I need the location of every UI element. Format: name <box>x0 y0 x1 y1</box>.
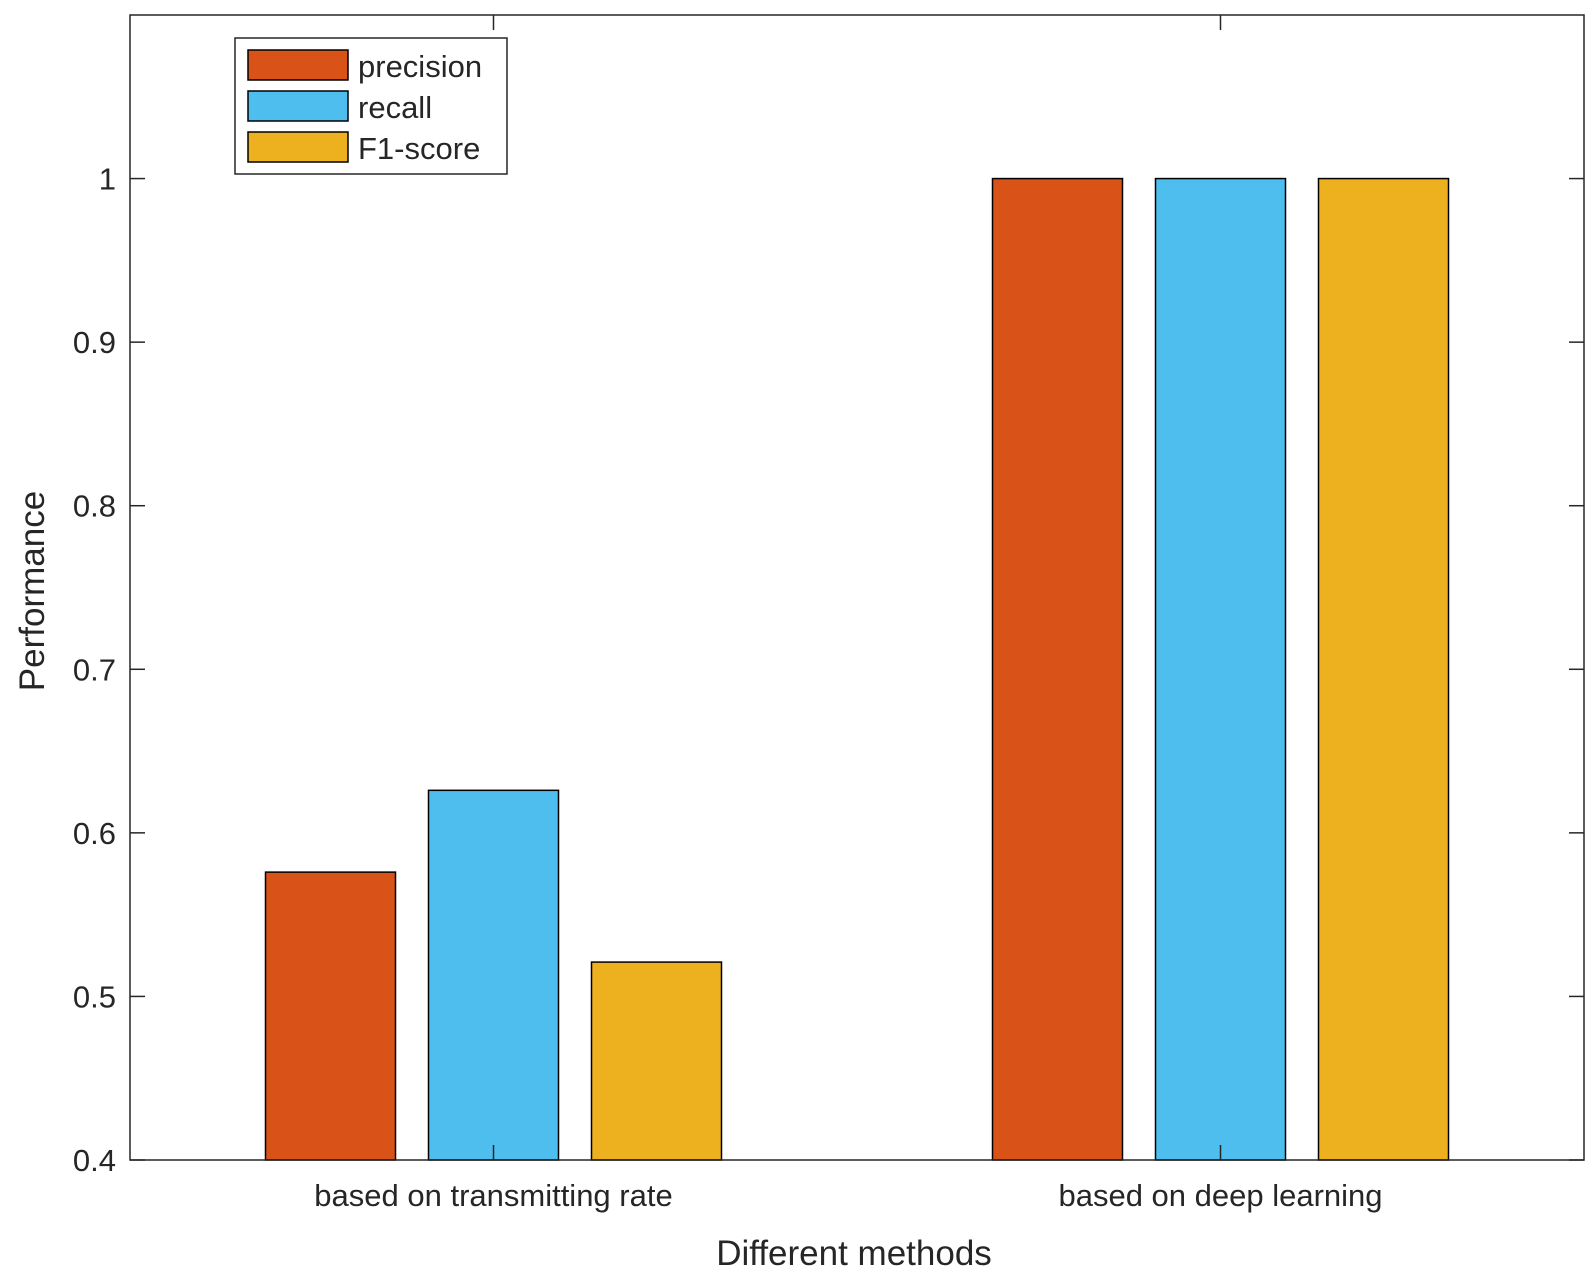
bar-recall-1 <box>427 789 560 1161</box>
legend-label-f1-score: F1-score <box>358 131 480 166</box>
axes-box <box>129 14 1585 1161</box>
y-tick-label: 1 <box>99 162 116 197</box>
x-axis-label: Different methods <box>716 1234 992 1272</box>
axes-group <box>129 14 1585 1161</box>
y-tick-label: 0.6 <box>73 816 116 851</box>
bar-f1-score-2 <box>1317 177 1450 1161</box>
bar-f1-score-1 <box>590 961 723 1161</box>
bar-precision-2 <box>991 177 1124 1161</box>
legend-label-precision: precision <box>358 49 482 84</box>
legend-swatch-precision <box>247 49 349 81</box>
bar-recall-2 <box>1154 177 1287 1161</box>
bar-precision-1 <box>264 871 397 1161</box>
y-tick-label: 0.7 <box>73 652 116 687</box>
y-ticks-group: 0.4 0.5 0.6 0.7 0.8 0.9 1 <box>73 162 1584 1178</box>
legend-label-recall: recall <box>358 90 432 125</box>
legend: precision recall F1-score <box>234 37 508 175</box>
legend-swatch-recall <box>247 90 349 122</box>
x-ticks-group: based on transmitting rate based on deep … <box>314 15 1383 1213</box>
y-tick-label: 0.5 <box>73 979 116 1014</box>
y-tick-label: 0.4 <box>73 1143 116 1178</box>
bars-group <box>264 177 1450 1161</box>
y-tick-label: 0.8 <box>73 489 116 524</box>
x-tick-label: based on deep learning <box>1058 1178 1382 1213</box>
legend-swatch-f1-score <box>247 131 349 163</box>
y-tick-label: 0.9 <box>73 325 116 360</box>
y-axis-label: Performance <box>13 491 52 691</box>
x-tick-label: based on transmitting rate <box>314 1178 672 1213</box>
